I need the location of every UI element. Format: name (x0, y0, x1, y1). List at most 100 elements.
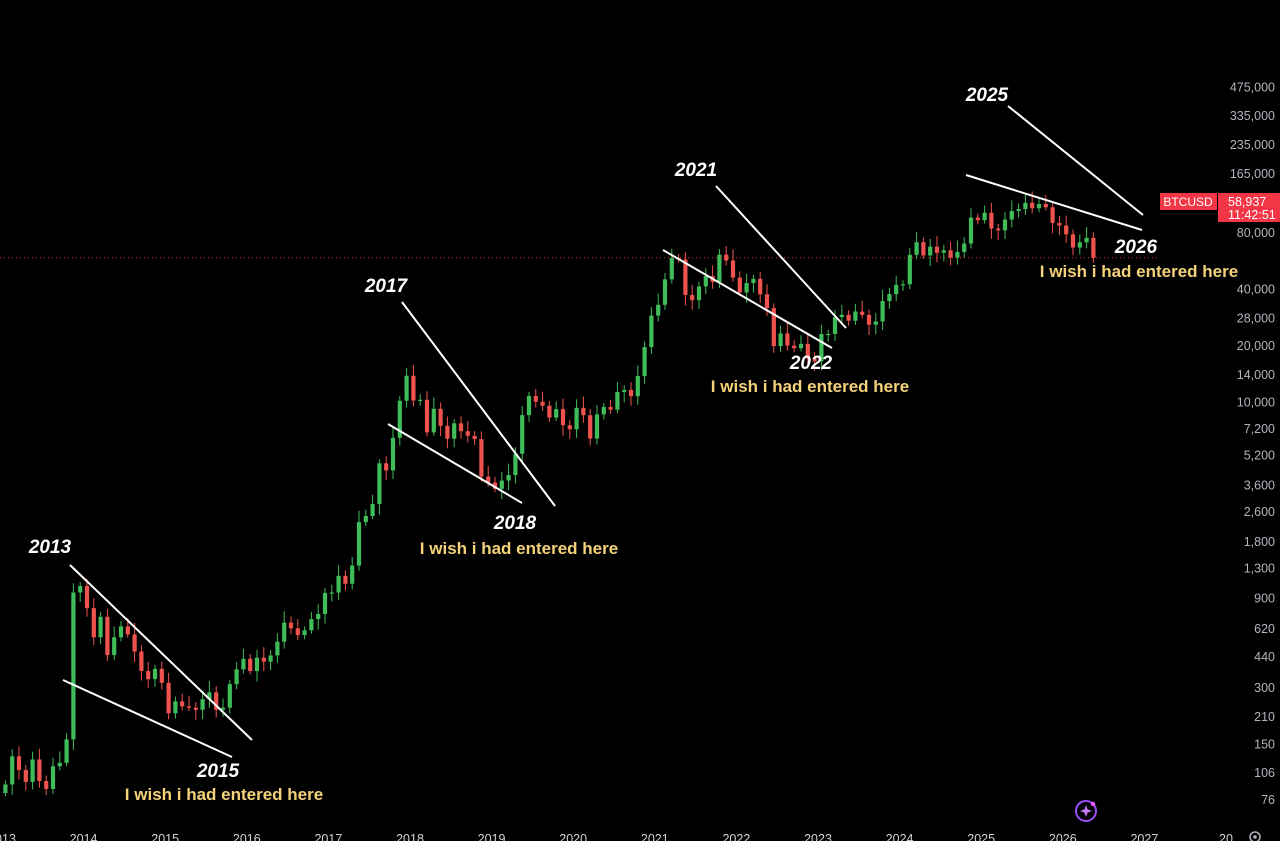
candle-body (1091, 237, 1096, 258)
y-tick-label: 210 (1254, 710, 1275, 724)
candle-body (982, 212, 987, 221)
candle-body (554, 409, 559, 418)
candle-body (152, 668, 158, 680)
candle-body (628, 389, 634, 397)
candle-body (1030, 202, 1035, 209)
x-tick-label: 2015 (151, 832, 179, 841)
annotation-year: 2013 (28, 537, 72, 558)
price-tag-countdown: 11:42:51 (1228, 208, 1276, 222)
candle-body (214, 692, 219, 710)
candle-body (526, 395, 532, 416)
candle-body (166, 682, 171, 714)
candle-body (730, 260, 736, 278)
y-tick-label: 3,600 (1244, 479, 1275, 493)
candle-body (737, 277, 742, 293)
x-tick-label: 2013 (0, 832, 16, 841)
candle-body (744, 283, 749, 293)
candle-body (139, 651, 144, 672)
candle-body (411, 375, 416, 401)
candle-body (105, 616, 110, 656)
candle-body (764, 294, 770, 309)
candle-body (758, 278, 763, 295)
y-tick-label: 7,200 (1244, 422, 1275, 436)
candle-body (778, 333, 783, 347)
y-tick-label: 10,000 (1237, 395, 1275, 409)
wedge-trendline (662, 249, 833, 349)
candle-body (1064, 225, 1069, 235)
candle-body (356, 522, 362, 566)
candle-body (567, 425, 572, 430)
candle-body (690, 295, 695, 301)
wedge-trendline (62, 679, 233, 758)
candle-body (1002, 219, 1008, 231)
candle-body (785, 333, 790, 346)
candle-body (329, 592, 334, 594)
price-axis[interactable]: 475,000335,000235,000165,000115,00080,00… (1230, 81, 1275, 807)
candle-body (227, 684, 232, 708)
price-tag[interactable]: BTCUSD 58,937 11:42:51 (1160, 193, 1280, 222)
candle-body (968, 217, 974, 244)
candle-body (472, 435, 477, 440)
candle-body (486, 476, 491, 483)
wedge-trendline (1007, 105, 1144, 216)
candle-body (1023, 202, 1028, 210)
candle-body (853, 311, 858, 321)
price-tag-value-bg (1218, 193, 1280, 222)
candle-body (717, 254, 722, 282)
gear-icon[interactable] (1249, 831, 1261, 841)
candle-body (268, 655, 273, 662)
candle-body (397, 400, 402, 438)
candle-body (91, 608, 96, 638)
candle-body (622, 389, 627, 393)
y-tick-label: 76 (1261, 793, 1275, 807)
candle-body (309, 619, 314, 631)
candle-body (173, 701, 178, 714)
candle-body (275, 641, 280, 656)
candle-body (248, 658, 253, 672)
candle-body (846, 314, 851, 321)
candle-body (241, 658, 246, 670)
wedge-trendline (965, 174, 1143, 231)
candle-body (608, 406, 613, 410)
wedge-trendline (401, 301, 556, 507)
x-tick-label: 20 (1219, 832, 1233, 841)
annotation-2022: 2022 I wish i had entered here (711, 353, 909, 396)
candle-body (23, 769, 28, 782)
x-tick-label: 2027 (1130, 832, 1158, 841)
candle-body (343, 575, 348, 584)
price-tag-symbol: BTCUSD (1163, 195, 1213, 209)
annotation-2025: 2025 (965, 85, 1009, 106)
x-tick-label: 2023 (804, 832, 832, 841)
candle-body (601, 406, 606, 415)
candle-body (322, 592, 328, 614)
x-tick-label: 2016 (233, 832, 261, 841)
wedge-trendline (387, 423, 523, 504)
trendlines-layer (62, 105, 1144, 758)
ai-sparkle-icon[interactable] (1075, 800, 1097, 822)
candle-body (370, 504, 375, 516)
candle-body (424, 399, 430, 433)
y-tick-label: 900 (1254, 592, 1275, 606)
candle-body (1084, 237, 1089, 243)
annotation-year: 2021 (674, 160, 717, 181)
candle-body (71, 592, 76, 740)
y-tick-label: 620 (1254, 622, 1275, 636)
candle-body (635, 376, 640, 397)
annotation-2018: 2018 I wish i had entered here (420, 513, 618, 558)
candle-body (703, 276, 708, 287)
candle-body (363, 515, 368, 523)
candle-body (98, 616, 103, 638)
candles-layer (3, 191, 1096, 797)
candle-body (1036, 203, 1042, 209)
candle-body (10, 756, 15, 785)
candle-body (350, 565, 355, 584)
candle-body (3, 784, 8, 794)
time-axis[interactable]: 2013 2014 2015 2016 2017 2018 2019 2020 2021 2022… (0, 832, 1233, 841)
candle-body (506, 475, 511, 481)
candle-body (594, 414, 600, 439)
candle-body (159, 668, 164, 683)
candle-body (1070, 234, 1076, 248)
price-tag-price: 58,937 (1228, 195, 1266, 209)
candle-body (132, 634, 137, 652)
